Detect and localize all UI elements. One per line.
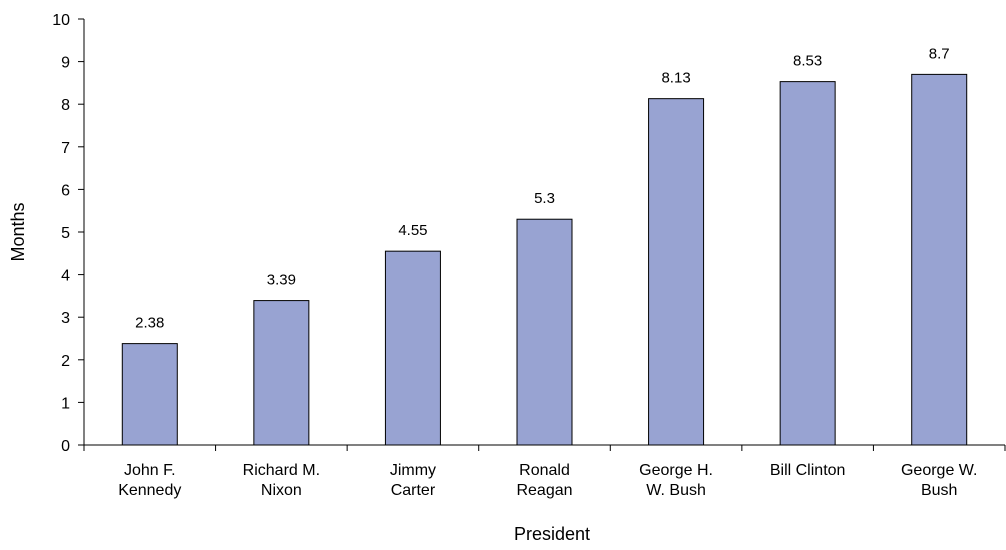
y-tick-label: 3 <box>61 310 70 327</box>
y-tick-label: 8 <box>61 97 70 114</box>
y-tick-label: 0 <box>61 438 70 455</box>
data-label: 8.7 <box>929 45 950 62</box>
x-tick-label-line: George H. <box>639 462 713 479</box>
y-tick-label: 1 <box>61 395 70 412</box>
x-tick-label-line: John F. <box>124 462 176 479</box>
x-tick-label-line: W. Bush <box>646 482 706 499</box>
x-tick-label: Jimmy Carter <box>390 462 436 499</box>
x-tick-label: John F. Kennedy <box>118 462 181 499</box>
x-tick-label: George H. W. Bush <box>639 462 713 499</box>
x-tick-label-line: Kennedy <box>118 482 181 499</box>
y-tick-label: 7 <box>61 140 70 157</box>
bar <box>911 73 968 446</box>
x-tick-label: George W. Bush <box>901 462 977 499</box>
y-tick-label: 2 <box>61 353 70 370</box>
data-label: 2.38 <box>135 315 164 332</box>
x-tick-label: Bill Clinton <box>770 462 846 479</box>
y-axis: 0 1 2 3 4 5 6 7 8 9 10 <box>52 12 85 455</box>
data-label: 5.3 <box>534 190 555 207</box>
x-tick-label-line: Reagan <box>516 482 572 499</box>
bars-group <box>121 73 968 446</box>
x-axis-title: President <box>514 524 590 544</box>
bar <box>384 250 441 446</box>
data-label: 4.55 <box>398 222 427 239</box>
x-tick-label: Richard M. Nixon <box>243 462 320 499</box>
x-tick-label-line: Nixon <box>261 482 302 499</box>
y-axis-title: Months <box>8 202 28 261</box>
value-labels-group: 2.38 3.39 4.55 5.3 8.13 8.53 8.7 <box>135 45 949 331</box>
x-axis: John F. Kennedy Richard M. Nixon Jimmy Carter… <box>83 444 1006 499</box>
bar <box>253 300 310 446</box>
bar <box>779 81 836 446</box>
y-tick-label: 6 <box>61 182 70 199</box>
data-label: 8.53 <box>793 53 822 70</box>
bar <box>121 343 178 446</box>
x-tick-label-line: Bill Clinton <box>770 462 846 479</box>
x-tick-label-line: Jimmy <box>390 462 436 479</box>
x-tick-label-line: Richard M. <box>243 462 320 479</box>
y-tick-label: 4 <box>61 268 70 285</box>
data-label: 3.39 <box>267 272 296 289</box>
x-tick-label-line: Carter <box>391 482 436 499</box>
x-tick-label: Ronald Reagan <box>516 462 572 499</box>
data-label: 8.13 <box>661 70 690 87</box>
x-tick-label-line: Bush <box>921 482 957 499</box>
bar <box>648 98 705 446</box>
x-tick-label-line: Ronald <box>519 462 570 479</box>
y-tick-label: 10 <box>52 12 70 29</box>
y-tick-label: 5 <box>61 225 70 242</box>
y-tick-label: 9 <box>61 55 70 72</box>
x-tick-label-line: George W. <box>901 462 977 479</box>
bar <box>516 218 573 446</box>
